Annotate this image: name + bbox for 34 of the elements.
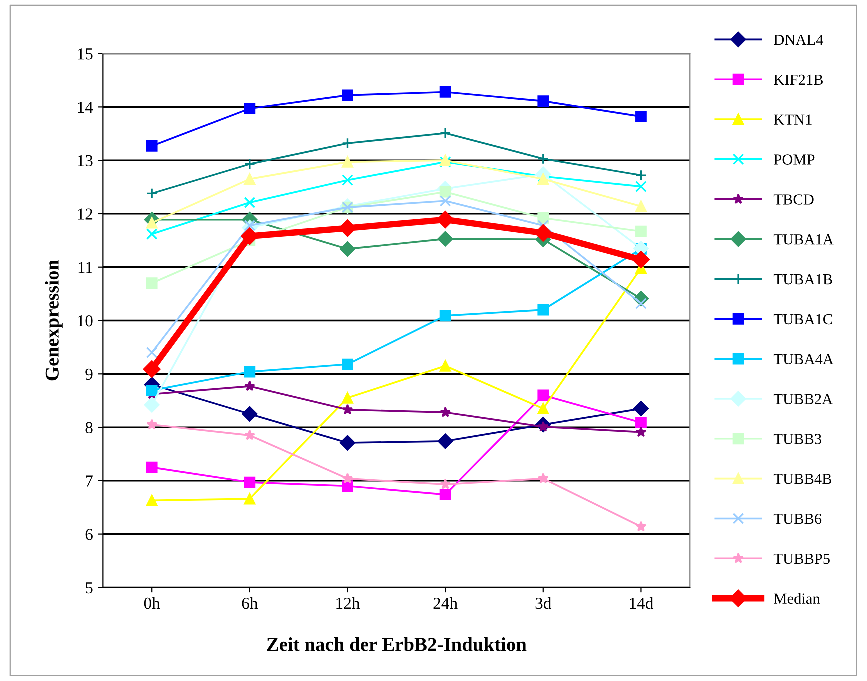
legend-label: POMP [774,154,815,165]
x-tick-label: 3d [536,597,552,610]
y-tick-label: 5 [86,582,93,594]
y-tick-label: 14 [78,102,94,113]
y-tick-label: 13 [78,155,93,167]
legend-label: KTN1 [774,114,812,125]
legend-label: TUBA1A [774,234,834,245]
y-tick-label: 9 [86,368,93,380]
legend-label: TUBB4B [774,474,832,484]
x-tick-label: 6h [242,597,258,610]
legend-label: KIF21B [774,74,824,85]
legend-label: TUBA4A [774,354,834,365]
x-tick-label: 12h [336,597,360,609]
y-tick-label: 11 [78,262,92,274]
legend-label: Median [774,593,820,604]
y-tick-label: 8 [86,422,93,434]
x-tick-label: 14d [630,597,654,610]
x-tick-label: 24h [434,597,458,609]
legend-label: TBCD [774,194,814,205]
legend-label: TUBBP5 [774,554,830,564]
legend-label: TUBB2A [774,394,833,404]
y-tick-label: 7 [86,476,93,487]
y-tick-label: 10 [78,315,93,327]
y-tick-label: 15 [78,48,93,60]
y-tick-label: 6 [86,529,93,540]
legend-label: DNAL4 [774,34,824,46]
legend-label: TUBA1C [774,314,832,325]
x-axis-title: Zeit nach der ErbB2-Induktion [267,638,527,652]
x-tick-label: 0h [144,597,160,610]
y-tick-label: 12 [78,208,93,220]
legend-label: TUBB6 [774,514,822,524]
y-axis-title: Genexpression [45,260,63,381]
legend-label: TUBB3 [774,434,822,444]
legend-label: TUBA1B [774,274,832,285]
